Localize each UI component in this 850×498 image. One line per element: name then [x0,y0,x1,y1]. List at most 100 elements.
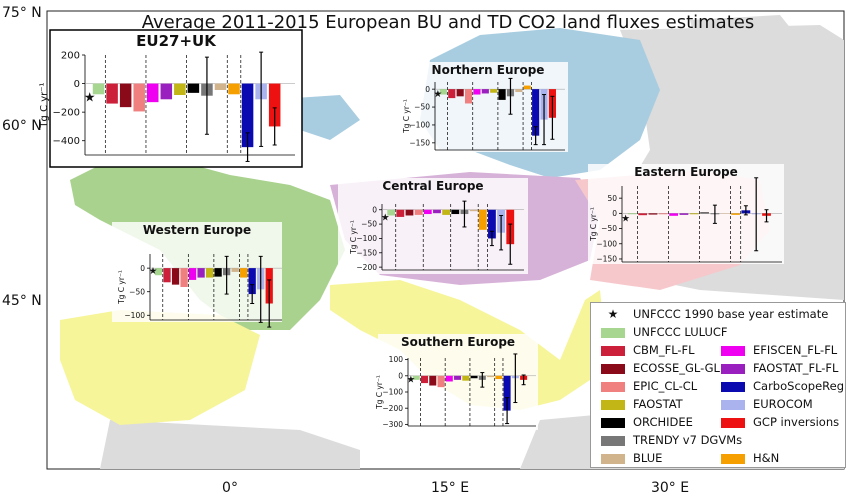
unfccc-1990-star: ★ [434,89,443,100]
bar-blue [720,213,730,214]
lon-label-15e: 15° E [431,480,469,496]
region-other-africa [100,420,360,469]
legend-swatch [721,417,745,428]
bar-orchidee [470,375,478,379]
legend-item-h-n: H&N [721,451,779,465]
y-tick-label: −200 [53,108,80,119]
y-tick-label: 100 [389,355,404,364]
y-tick-label: 0 [372,205,377,214]
y-tick-label: 200 [61,51,80,62]
lat-label-75: 75° N [2,5,42,21]
bar-h-n [495,375,503,380]
y-tick-label: 0 [74,79,80,90]
legend-label: GCP inversions [753,415,840,429]
y-axis-label: Tg C yr⁻¹ [402,99,411,134]
inset-background [338,178,528,274]
unfccc-1990-star: ★ [621,213,630,224]
legend-label: BLUE [633,451,663,465]
legend-item-trendy-v7-dgvms: TRENDY v7 DGVMs [601,433,742,447]
y-tick-label: −50 [129,287,145,296]
bar-ecosse-gl-gl [429,375,437,386]
y-tick-label: −50 [361,220,377,229]
bar-orchidee [498,89,506,100]
y-tick-label: −150 [596,255,617,264]
legend-swatch [601,381,625,392]
y-tick-label: 0 [612,209,617,218]
legend-label: ECOSSE_GL-GL [633,361,720,375]
bar-cbm-fl-fl [106,83,118,104]
bar-carboscopereg [488,209,496,239]
inset-southern-europe: Southern Europe 100 0 −100 −200 −300 Tg C yr⁻¹… [375,334,538,430]
legend-item-epic-cl-cl: EPIC_CL-CL [601,379,697,393]
inset-central-europe: Central Europe 0 −50 −100 −150 −200 Tg C yr⁻¹ ★ [338,178,528,274]
legend-label: H&N [753,451,780,465]
y-tick-label: −50 [601,224,617,233]
y-axis-label: Tg C yr⁻¹ [39,82,50,128]
legend-swatch [721,453,745,464]
bar-efiscen-fl-fl [473,89,481,95]
y-tick-label: −200 [356,263,377,272]
region-northern-uk [295,95,360,140]
inset-eastern-europe: Eastern Europe 50 0 −50 −100 −150 Tg C yr⁻¹ ★ [588,164,784,264]
unfccc-1990-star: ★ [407,374,416,385]
bar-faostat [689,213,699,215]
legend-swatch [721,399,745,410]
y-tick-label: −300 [382,420,403,429]
bar-efiscen-fl-fl [188,268,197,280]
unfccc-1990-star: ★ [149,266,158,277]
bar-blue [487,375,495,378]
y-tick-label: −100 [409,121,430,130]
bar-epic-cl-cl [414,209,423,215]
bar-unfccc-lulucf [154,268,163,276]
bar-ecosse-gl-gl [456,89,464,97]
legend: ★ UNFCCC 1990 base year estimate UNFCCC LU… [590,302,846,468]
bar-ecosse-gl-gl [171,268,180,285]
bar-h-n [731,213,740,215]
bar-h-n [228,83,240,95]
lat-label-45: 45° N [2,293,42,309]
bar-efiscen-fl-fl [423,209,432,215]
legend-swatch [601,345,625,356]
bar-epic-cl-cl [133,83,145,112]
legend-label: FAOSTAT_FL-FL [753,361,839,375]
bar-carboscopereg [241,83,254,148]
y-tick-label: 50 [607,194,617,203]
legend-label: ORCHIDEE [633,415,693,429]
bar-h-n [240,268,248,278]
legend-item-eurocom: EUROCOM [721,397,813,411]
legend-item-efiscen-fl-fl: EFISCEN_FL-FL [721,343,837,357]
bar-orchidee [451,209,460,215]
bar-unfccc-lulucf [627,213,637,215]
bar-faostat [490,89,498,93]
bar-faostat-fl-fl [481,89,489,94]
inset-title: EU27+UK [136,32,217,50]
y-tick-label: −150 [409,138,430,147]
bar-cbm-fl-fl [448,89,456,99]
unfccc-1990-star: ★ [381,212,390,223]
legend-swatch [721,363,745,374]
bar-gcp-inversions [268,83,281,127]
bar-orchidee [700,212,709,214]
y-axis-label: Tg C yr⁻¹ [589,207,598,242]
legend-item-faostat: FAOSTAT [601,397,683,411]
bar-blue [231,268,239,272]
region-other-north [690,15,800,70]
legend-item-ecosse-gl-gl: ECOSSE_GL-GL [601,361,720,375]
bar-faostat-fl-fl [197,268,205,278]
bar-cbm-fl-fl [638,213,648,216]
inset-background [378,334,538,430]
bar-unfccc-lulucf [92,83,105,95]
bar-faostat [442,209,451,215]
legend-label: EUROCOM [753,397,813,411]
inset-title: Northern Europe [432,63,545,77]
legend-label: CBM_FL-FL [633,343,695,357]
legend-label: TRENDY v7 DGVMs [633,433,743,447]
bar-ecosse-gl-gl [648,213,658,215]
y-tick-label: 0 [398,371,403,380]
y-tick-label: 0 [140,264,145,273]
y-tick-label: −100 [124,311,145,320]
bar-epic-cl-cl [658,213,668,215]
bar-h-n [478,209,487,230]
